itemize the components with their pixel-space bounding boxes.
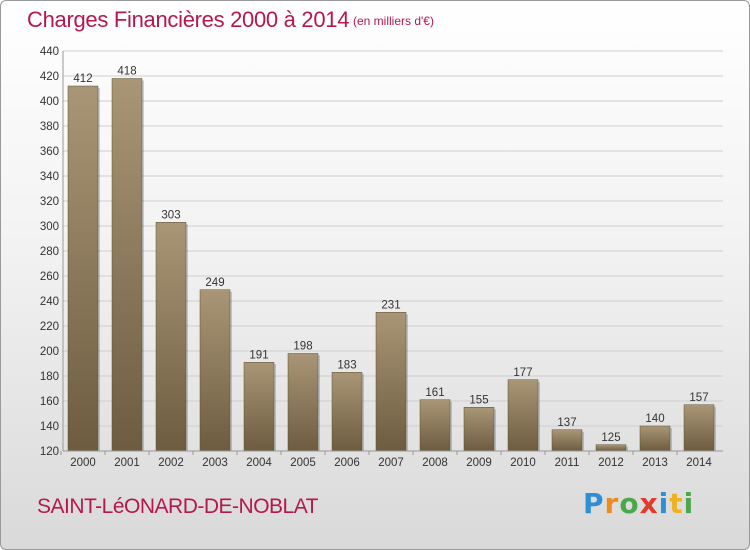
bar-value-label: 183 xyxy=(337,359,356,371)
chart-subtitle: (en milliers d'€) xyxy=(353,14,434,28)
x-tick-label: 2002 xyxy=(158,457,184,469)
bar-value-label: 161 xyxy=(425,387,444,399)
y-tick-label: 300 xyxy=(40,221,59,233)
x-tick-label: 2001 xyxy=(114,457,140,469)
chart-title: Charges Financières 2000 à 2014 xyxy=(27,7,350,32)
x-tick-label: 2007 xyxy=(378,457,404,469)
logo-letter: o xyxy=(619,487,640,520)
bar xyxy=(67,85,99,452)
x-tick-label: 2014 xyxy=(686,457,712,469)
bar xyxy=(551,429,583,452)
y-tick-label: 220 xyxy=(40,321,59,333)
bar-value-label: 125 xyxy=(601,432,620,444)
bar-value-label: 418 xyxy=(117,66,136,78)
y-tick-label: 260 xyxy=(40,271,59,283)
logo-letter: P xyxy=(583,487,605,520)
y-tick-label: 160 xyxy=(40,396,59,408)
bar xyxy=(463,407,495,452)
bar-value-label: 137 xyxy=(557,417,576,429)
y-tick-label: 180 xyxy=(40,371,59,383)
logo-letter: x xyxy=(639,487,659,520)
bar xyxy=(507,379,539,452)
bar-value-label: 198 xyxy=(293,341,312,353)
logo-letter: r xyxy=(604,487,620,520)
x-tick-label: 2000 xyxy=(70,457,96,469)
y-tick-label: 440 xyxy=(40,46,59,58)
bar xyxy=(199,289,231,452)
bar-value-label: 412 xyxy=(73,73,92,85)
bar xyxy=(287,353,319,452)
bar xyxy=(243,362,275,452)
x-tick-label: 2008 xyxy=(422,457,448,469)
y-tick-label: 280 xyxy=(40,246,59,258)
bar xyxy=(683,404,715,452)
y-tick-label: 380 xyxy=(40,121,59,133)
bar-value-label: 155 xyxy=(469,394,488,406)
y-tick-label: 140 xyxy=(40,421,59,433)
y-tick-label: 400 xyxy=(40,96,59,108)
x-tick-label: 2011 xyxy=(555,457,580,469)
bar xyxy=(419,399,451,452)
bar-value-label: 191 xyxy=(249,349,268,361)
x-tick-label: 2004 xyxy=(246,457,272,469)
bar xyxy=(331,372,363,452)
logo-letter: i xyxy=(683,487,695,520)
bar xyxy=(595,444,627,452)
x-tick-label: 2012 xyxy=(598,457,624,469)
bar-value-label: 231 xyxy=(381,299,400,311)
y-tick-label: 240 xyxy=(40,296,59,308)
bar-value-label: 249 xyxy=(205,277,224,289)
bar-value-label: 177 xyxy=(513,367,532,379)
bar xyxy=(155,222,187,452)
logo-letter: i xyxy=(658,487,670,520)
commune-name: SAINT-LéONARD-DE-NOBLAT xyxy=(37,495,319,518)
x-tick-label: 2013 xyxy=(642,457,668,469)
x-tick-label: 2010 xyxy=(510,457,536,469)
y-tick-label: 120 xyxy=(40,446,59,458)
proxiti-logo: Proxiti xyxy=(583,487,694,520)
x-tick-label: 2006 xyxy=(334,457,360,469)
bar xyxy=(375,312,407,452)
bar-value-label: 303 xyxy=(161,209,180,221)
y-tick-label: 420 xyxy=(40,71,59,83)
bar xyxy=(639,425,671,452)
bar-value-label: 157 xyxy=(689,392,708,404)
x-tick-label: 2009 xyxy=(466,457,492,469)
y-tick-label: 320 xyxy=(40,196,59,208)
bar-value-label: 140 xyxy=(645,413,664,425)
logo-letter: t xyxy=(669,487,684,520)
y-tick-label: 340 xyxy=(40,171,59,183)
y-tick-label: 360 xyxy=(40,146,59,158)
x-tick-label: 2003 xyxy=(202,457,228,469)
y-tick-label: 200 xyxy=(40,346,59,358)
x-tick-label: 2005 xyxy=(290,457,316,469)
bar xyxy=(111,78,143,452)
